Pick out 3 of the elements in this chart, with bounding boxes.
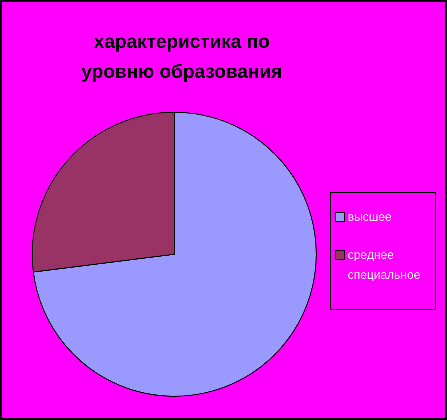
- legend-label: среднее специальное: [348, 247, 422, 284]
- legend-label: высшее: [348, 209, 392, 226]
- chart-title: характеристика по уровню образования: [80, 31, 284, 85]
